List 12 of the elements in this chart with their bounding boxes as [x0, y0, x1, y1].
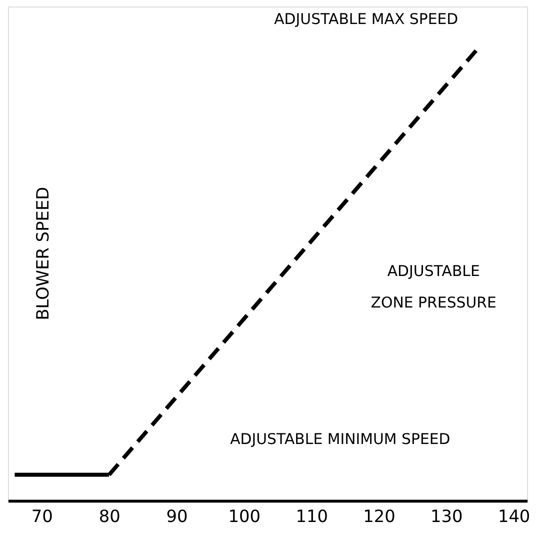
text: ADJUSTABLE MAX SPEED [274, 10, 458, 28]
x-tick-label: 110 [296, 506, 328, 526]
annotation: ADJUSTABLE ZONE PRESSURE [370, 262, 496, 312]
x-tick-label: 140 [498, 506, 530, 526]
x-tick-label: 90 [166, 506, 188, 526]
x-tick-label: 80 [98, 506, 120, 526]
x-tick-label: 70 [31, 506, 53, 526]
annotation: ADJUSTABLE MINIMUM SPEED [230, 430, 450, 448]
y-axis-title: BLOWER SPEED [32, 186, 53, 320]
x-tick-label: 120 [363, 506, 396, 526]
x-tick-label: 130 [430, 506, 463, 526]
x-tick-label: 100 [228, 506, 261, 526]
